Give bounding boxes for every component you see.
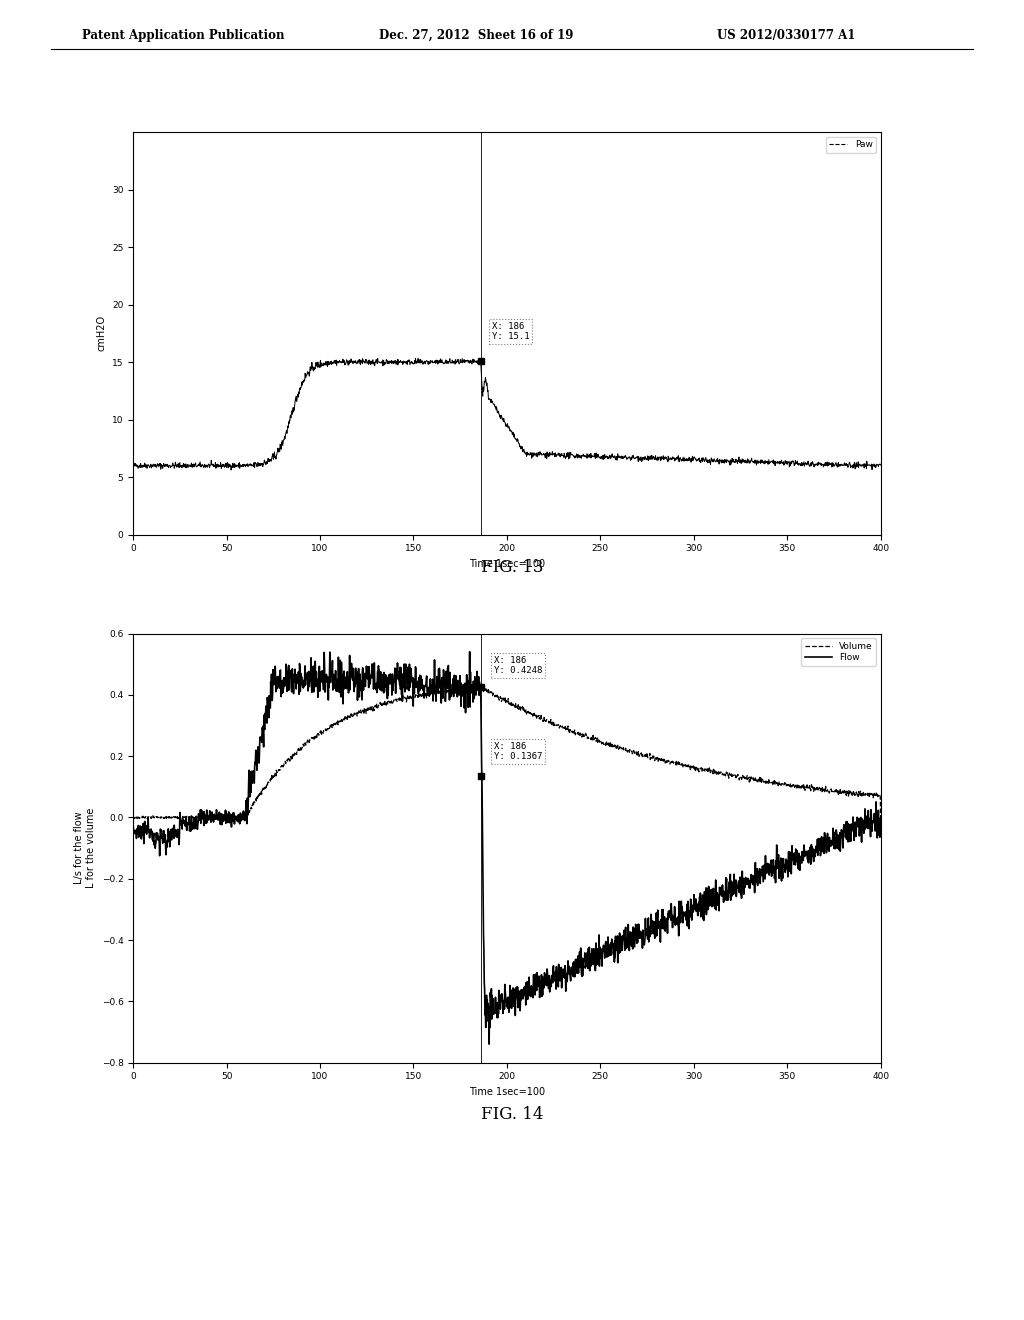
Text: X: 186
Y: 0.4248: X: 186 Y: 0.4248 xyxy=(494,656,542,676)
Text: FIG. 14: FIG. 14 xyxy=(480,1106,544,1123)
Text: US 2012/0330177 A1: US 2012/0330177 A1 xyxy=(717,29,855,42)
Text: Patent Application Publication: Patent Application Publication xyxy=(82,29,285,42)
Text: X: 186
Y: 0.1367: X: 186 Y: 0.1367 xyxy=(494,742,542,762)
Y-axis label: cmH2O: cmH2O xyxy=(96,315,106,351)
Text: X: 186
Y: 15.1: X: 186 Y: 15.1 xyxy=(492,322,529,341)
Legend: Paw: Paw xyxy=(825,136,877,153)
Text: FIG. 13: FIG. 13 xyxy=(480,558,544,576)
X-axis label: Time 1sec=100: Time 1sec=100 xyxy=(469,1086,545,1097)
Y-axis label: L/s for the flow
L for the volume: L/s for the flow L for the volume xyxy=(75,808,96,888)
Legend: Volume, Flow: Volume, Flow xyxy=(801,638,877,667)
X-axis label: Time 1sec=100: Time 1sec=100 xyxy=(469,558,545,569)
Text: Dec. 27, 2012  Sheet 16 of 19: Dec. 27, 2012 Sheet 16 of 19 xyxy=(379,29,573,42)
